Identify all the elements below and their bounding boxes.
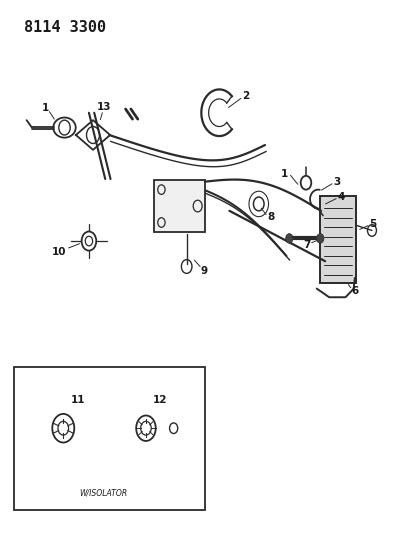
Text: 7: 7 — [302, 240, 310, 251]
Text: 1: 1 — [42, 103, 49, 114]
Text: 13: 13 — [97, 102, 111, 112]
Text: 8: 8 — [267, 212, 274, 222]
Text: 12: 12 — [153, 395, 167, 405]
Text: 8114 3300: 8114 3300 — [24, 20, 106, 35]
Text: 4: 4 — [337, 191, 344, 201]
Circle shape — [316, 233, 323, 243]
FancyBboxPatch shape — [319, 196, 355, 283]
FancyBboxPatch shape — [154, 180, 204, 232]
FancyBboxPatch shape — [13, 367, 204, 511]
Text: W/ISOLATOR: W/ISOLATOR — [79, 489, 127, 498]
Text: 10: 10 — [52, 247, 66, 257]
Text: 6: 6 — [351, 286, 357, 296]
Text: 3: 3 — [333, 176, 340, 187]
Text: 2: 2 — [241, 91, 249, 101]
Text: 9: 9 — [200, 266, 207, 276]
Text: 1: 1 — [280, 169, 288, 179]
Circle shape — [285, 233, 292, 243]
Text: 11: 11 — [70, 395, 85, 405]
Text: 5: 5 — [368, 219, 375, 229]
